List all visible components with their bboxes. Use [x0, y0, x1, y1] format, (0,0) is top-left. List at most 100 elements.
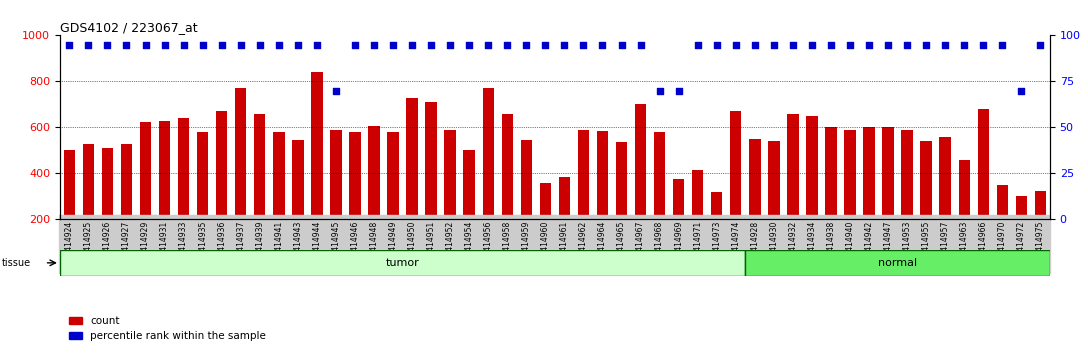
Point	[632, 42, 650, 47]
Point	[727, 42, 744, 47]
Bar	[806, 116, 818, 219]
Point	[79, 42, 97, 47]
Text: tumor: tumor	[385, 258, 420, 268]
Bar	[882, 127, 894, 219]
Bar	[215, 111, 227, 219]
Point	[213, 42, 231, 47]
Point	[232, 42, 249, 47]
Bar	[407, 97, 418, 219]
Bar	[654, 132, 666, 219]
Point	[993, 42, 1011, 47]
Bar	[311, 72, 322, 219]
Point	[175, 42, 193, 47]
Bar	[349, 132, 361, 219]
Bar	[692, 170, 704, 219]
Point	[118, 42, 135, 47]
Bar	[540, 183, 551, 219]
Point	[137, 42, 154, 47]
Bar	[1016, 196, 1027, 219]
Bar	[712, 192, 722, 219]
Bar	[292, 140, 304, 219]
Point	[346, 42, 363, 47]
Point	[841, 42, 858, 47]
Bar	[578, 130, 590, 219]
Point	[861, 42, 878, 47]
Bar	[387, 132, 399, 219]
Point	[574, 42, 592, 47]
Bar	[159, 120, 171, 219]
Point	[823, 42, 840, 47]
Point	[651, 88, 668, 93]
Bar	[197, 132, 209, 219]
Bar	[83, 143, 94, 219]
Bar	[672, 179, 684, 219]
Point	[689, 42, 706, 47]
Bar	[768, 141, 780, 219]
Point	[366, 42, 383, 47]
Bar	[978, 109, 989, 219]
FancyBboxPatch shape	[745, 250, 1050, 276]
Bar	[445, 130, 456, 219]
Point	[308, 42, 325, 47]
FancyBboxPatch shape	[60, 250, 745, 276]
Point	[536, 42, 554, 47]
Bar	[864, 127, 875, 219]
Bar	[502, 114, 514, 219]
Point	[1031, 42, 1049, 47]
Bar	[826, 127, 837, 219]
Point	[251, 42, 269, 47]
Bar	[635, 104, 646, 219]
Point	[498, 42, 516, 47]
Bar	[997, 185, 1009, 219]
Bar	[788, 114, 799, 219]
Point	[765, 42, 782, 47]
Point	[899, 42, 916, 47]
Bar	[559, 177, 570, 219]
Point	[518, 42, 535, 47]
Text: tissue: tissue	[2, 258, 32, 268]
Point	[442, 42, 459, 47]
Point	[975, 42, 992, 47]
Point	[917, 42, 935, 47]
Point	[327, 88, 345, 93]
Bar	[730, 111, 742, 219]
Bar	[369, 126, 380, 219]
Point	[61, 42, 78, 47]
Point	[556, 42, 573, 47]
Point	[937, 42, 954, 47]
Bar	[139, 122, 151, 219]
Bar	[254, 114, 265, 219]
Point	[708, 42, 726, 47]
Bar	[121, 143, 133, 219]
Bar	[920, 141, 932, 219]
Bar	[178, 118, 189, 219]
Bar	[959, 160, 970, 219]
Point	[879, 42, 897, 47]
Point	[594, 42, 611, 47]
Point	[384, 42, 401, 47]
Point	[404, 42, 421, 47]
Bar	[63, 150, 75, 219]
Bar	[616, 142, 628, 219]
Point	[955, 42, 973, 47]
Point	[270, 42, 287, 47]
Point	[99, 42, 116, 47]
Text: normal: normal	[878, 258, 917, 268]
Point	[784, 42, 802, 47]
Point	[422, 42, 440, 47]
Bar	[273, 132, 285, 219]
Bar	[235, 88, 246, 219]
Bar	[102, 148, 113, 219]
Bar	[331, 130, 342, 219]
Point	[803, 42, 820, 47]
Text: GDS4102 / 223067_at: GDS4102 / 223067_at	[60, 21, 197, 34]
Point	[156, 42, 173, 47]
Point	[746, 42, 764, 47]
Legend: count, percentile rank within the sample: count, percentile rank within the sample	[65, 312, 270, 345]
Point	[480, 42, 497, 47]
Point	[1013, 88, 1030, 93]
Point	[670, 88, 688, 93]
Bar	[463, 150, 475, 219]
Point	[460, 42, 478, 47]
Point	[289, 42, 307, 47]
